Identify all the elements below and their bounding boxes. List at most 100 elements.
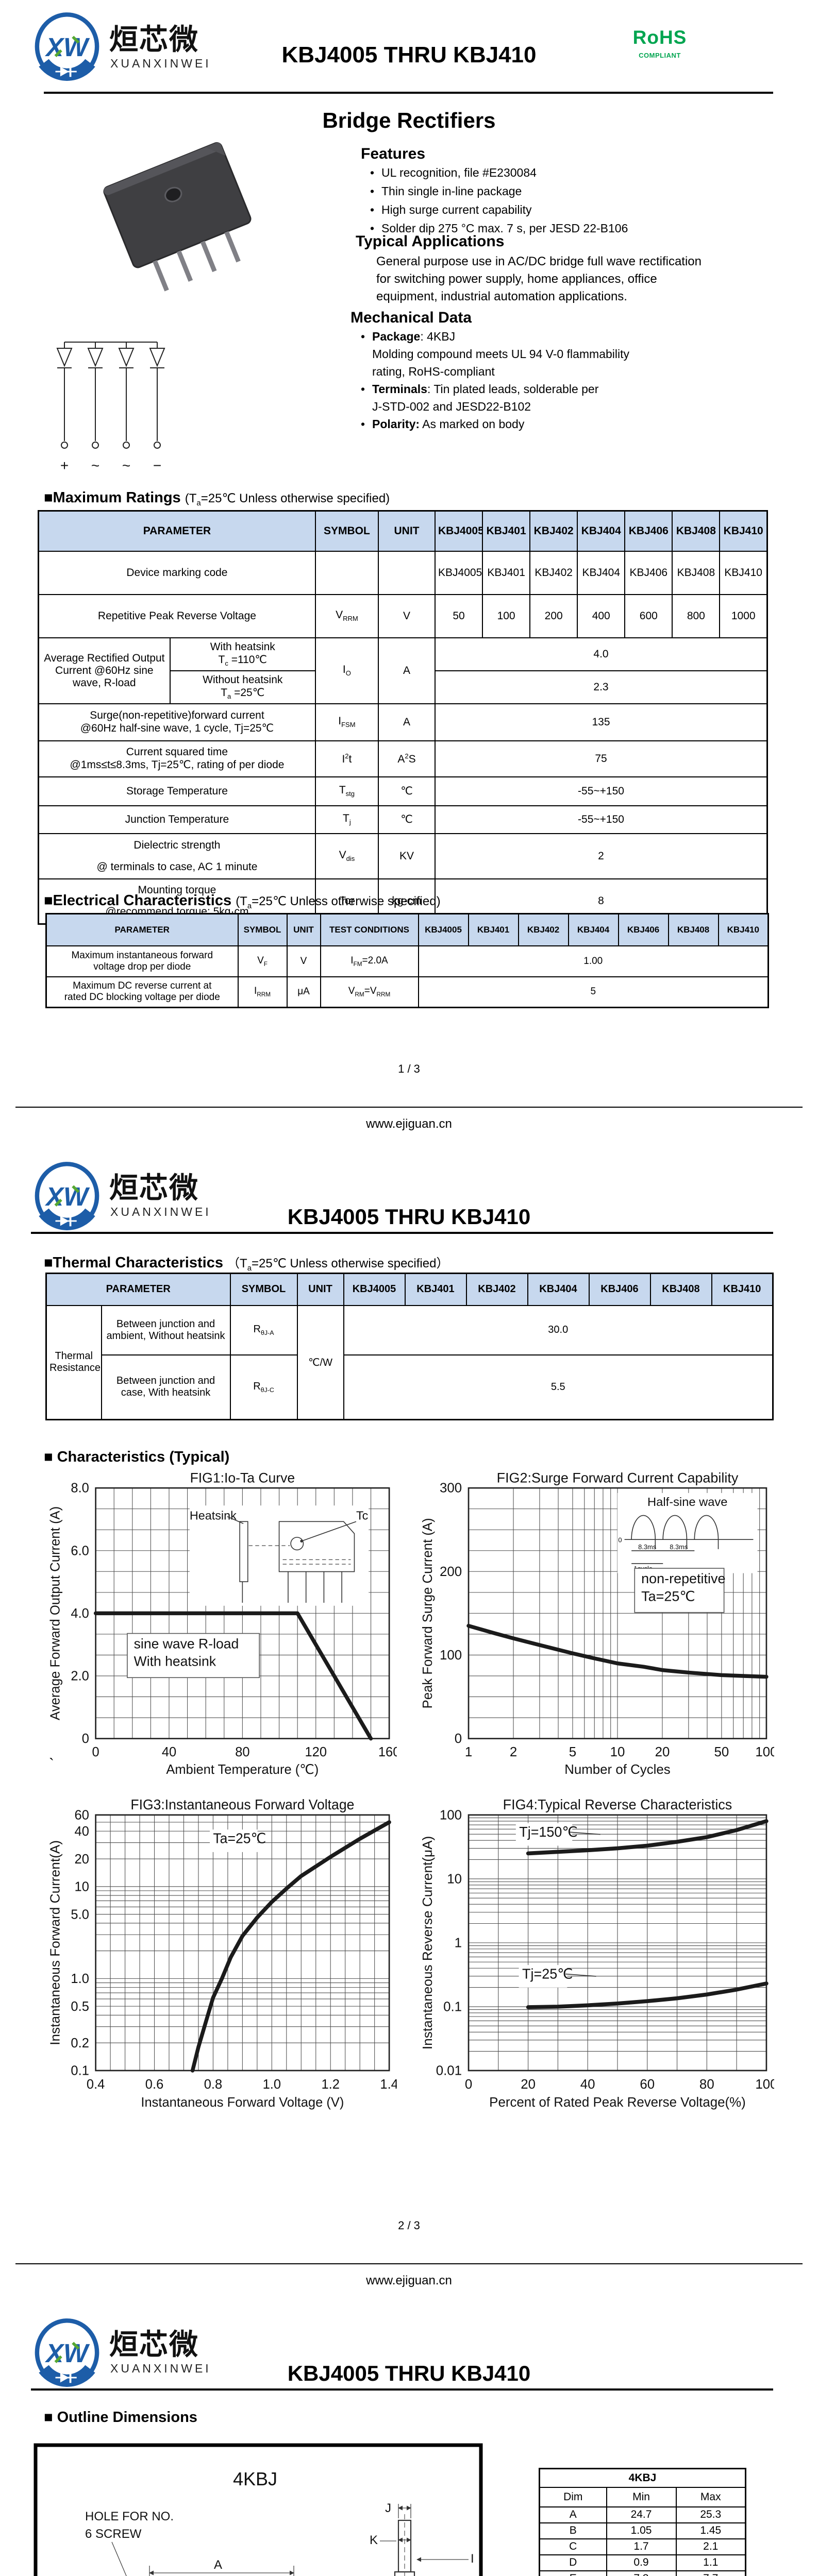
terminal-label: ~ (91, 457, 99, 473)
feature-text: UL recognition, file #E230084 (381, 166, 537, 179)
unit-cell: ℃ (377, 776, 436, 806)
table-row: Storage Temperature Tstg ℃ -55~+150 (38, 776, 768, 806)
svg-text:XW: XW (44, 1182, 90, 1211)
param-cell: Between junction and case, With heatsink (101, 1354, 231, 1420)
website: www.ejiguan.cn (366, 1117, 452, 1131)
table-row: D 0.9 1.1 (539, 2554, 746, 2571)
value-cell: 75 (435, 740, 768, 777)
package-name-label: 4KBJ (233, 2468, 277, 2489)
header-cell: Dim (539, 2486, 607, 2507)
electrical-title: ■Electrical Characteristics (Ta=25℃ Unle… (44, 892, 441, 910)
applications-text: General purpose use in AC/DC bridge full… (376, 255, 702, 268)
mech-item: • Polarity: As marked on body (361, 417, 524, 431)
unit-cell (377, 550, 436, 595)
svg-text:FIG1:Io-Ta Curve: FIG1:Io-Ta Curve (190, 1471, 295, 1485)
table-row: Current squared time @1ms≤t≤8.3ms, Tj=25℃… (38, 740, 768, 777)
svg-text:Percent of Rated Peak Reverse: Percent of Rated Peak Reverse Voltage(%) (489, 2094, 746, 2110)
symbol-cell: Tstg (314, 776, 379, 806)
mech-text: As marked on body (420, 417, 525, 431)
header-cell: KBJ410 (719, 510, 768, 552)
fig4-chart: 0 20 40 60 80 100 0.01 0.1 1 10 100 FIG4:Typical Re… (420, 1798, 774, 2110)
feature-item: • High surge current capability (370, 203, 531, 217)
mech-label: Package (372, 330, 421, 343)
page-title: KBJ4005 THRU KBJ410 (287, 2361, 531, 2385)
condition-cell: Without heatsink Ta =25℃ (169, 670, 316, 704)
header-cell: SYMBOL (237, 913, 288, 946)
characteristics-heading: ■ Characteristics (Typical) (44, 1449, 230, 1465)
value-cell: KBJ401 (482, 550, 531, 595)
cell: 7.7 (675, 2570, 746, 2576)
svg-text:Half-sine wave: Half-sine wave (647, 1496, 727, 1509)
mech-label: Polarity: (372, 417, 420, 431)
brand-name-en: XUANXINWEI (110, 1205, 211, 1218)
header-cell: UNIT (286, 913, 321, 946)
page-title: KBJ4005 THRU KBJ410 (287, 1205, 531, 1229)
svg-text:1.4: 1.4 (380, 2077, 397, 2092)
svg-text:40: 40 (580, 2076, 595, 2092)
svg-text:Ambient Temperature (℃): Ambient Temperature (℃) (166, 1762, 319, 1777)
mechanical-heading: Mechanical Data (350, 309, 472, 326)
svg-text:Number of Cycles: Number of Cycles (564, 1762, 671, 1777)
condition-cell: With heatsink Tc =110℃ (169, 637, 316, 671)
table-row: A 24.7 25.3 (539, 2506, 746, 2523)
section-marker-icon: ■ (44, 1255, 53, 1271)
table-row: Device marking code KBJ4005 KBJ401 KBJ40… (38, 550, 768, 595)
svg-text:Tc: Tc (356, 1509, 369, 1522)
fig3-chart: 0.4 0.6 0.8 1.0 1.2 1.4 0.1 0.2 0.5 1.0 5.0 10 20 40 6… (48, 1798, 397, 2110)
svg-text:60: 60 (640, 2076, 655, 2092)
header-rule (31, 1232, 773, 1234)
svg-text:80: 80 (235, 1745, 249, 1759)
header-cell: PARAMETER (45, 1273, 231, 1306)
table-header-row: PARAMETER SYMBOL UNIT KBJ4005 KBJ401 KBJ… (45, 1273, 774, 1306)
svg-text:40: 40 (162, 1745, 176, 1759)
table-row: Average Rectified Output Current @60Hz s… (38, 637, 768, 704)
svg-text:Instantaneous Reverse Current(: Instantaneous Reverse Current(μA) (420, 1836, 435, 2049)
max-ratings-title: ■Maximum Ratings (Ta=25℃ Unless otherwis… (44, 489, 390, 507)
outline-heading: ■ Outline Dimensions (44, 2409, 197, 2426)
svg-text:0: 0 (92, 1745, 99, 1759)
mech-item: • Package: 4KBJ (361, 330, 455, 344)
symbol-cell: I2t (314, 740, 379, 777)
brand-logo-icon: XW (35, 12, 99, 81)
table-row: Junction Temperature Tj ℃ -55~+150 (38, 805, 768, 834)
page-title: KBJ4005 THRU KBJ410 (281, 42, 537, 67)
section-marker-icon: ■ (44, 892, 53, 909)
cell: 1.05 (606, 2522, 677, 2539)
param-cell: Average Rectified Output Current @60Hz s… (38, 637, 171, 704)
cell: 24.7 (606, 2506, 677, 2523)
unit-cell: A2S (377, 740, 436, 777)
symbol-cell: Vdis (314, 833, 379, 879)
unit-cell: KV (377, 833, 436, 879)
value-cell: 200 (529, 594, 578, 638)
section-marker-icon: ■ (44, 489, 53, 506)
brand-name-en: XUANXINWEI (110, 57, 211, 70)
svg-text:Instantaneous Forward Current(: Instantaneous Forward Current(A) (48, 1840, 63, 2045)
symbol-cell: VRRM (314, 594, 379, 638)
section-marker-icon: ■ (44, 2409, 53, 2426)
svg-text:1: 1 (455, 1935, 462, 1950)
svg-text:20: 20 (521, 2076, 536, 2092)
hole-note: HOLE FOR NO. (85, 2510, 174, 2523)
value-cell: KBJ402 (529, 550, 578, 595)
svg-text:XW: XW (44, 32, 90, 62)
svg-text:Instantaneous Forward Voltage: Instantaneous Forward Voltage (V) (141, 2095, 344, 2110)
feature-item: • UL recognition, file #E230084 (370, 166, 537, 180)
test-condition-cell: IFM=2.0A (320, 945, 419, 977)
symbol-cell: RθJ-C (229, 1354, 298, 1420)
brand-name-cn: 烜芯微 (109, 2328, 199, 2361)
electrical-table: PARAMETER SYMBOL UNIT TEST CONDITIONS KB… (45, 913, 769, 1008)
website: www.ejiguan.cn (366, 2274, 452, 2287)
svg-text:2.0: 2.0 (71, 1669, 89, 1683)
svg-text:20: 20 (655, 1745, 670, 1759)
svg-text:1.2: 1.2 (322, 2077, 340, 2092)
mech-item: rating, RoHS-compliant (372, 365, 495, 378)
mech-label: Terminals (372, 382, 427, 396)
feature-text: Thin single in-line package (381, 184, 522, 198)
param-cell: Between junction and ambient, Without he… (101, 1304, 231, 1355)
table-row: Between junction and case, With heatsink… (46, 1354, 774, 1420)
param-cell: Dielectric strength @ terminals to case, … (38, 833, 316, 879)
svg-text:100: 100 (755, 1745, 774, 1759)
header-cell: KBJ402 (465, 1273, 528, 1306)
header-cell: TEST CONDITIONS (320, 913, 419, 946)
